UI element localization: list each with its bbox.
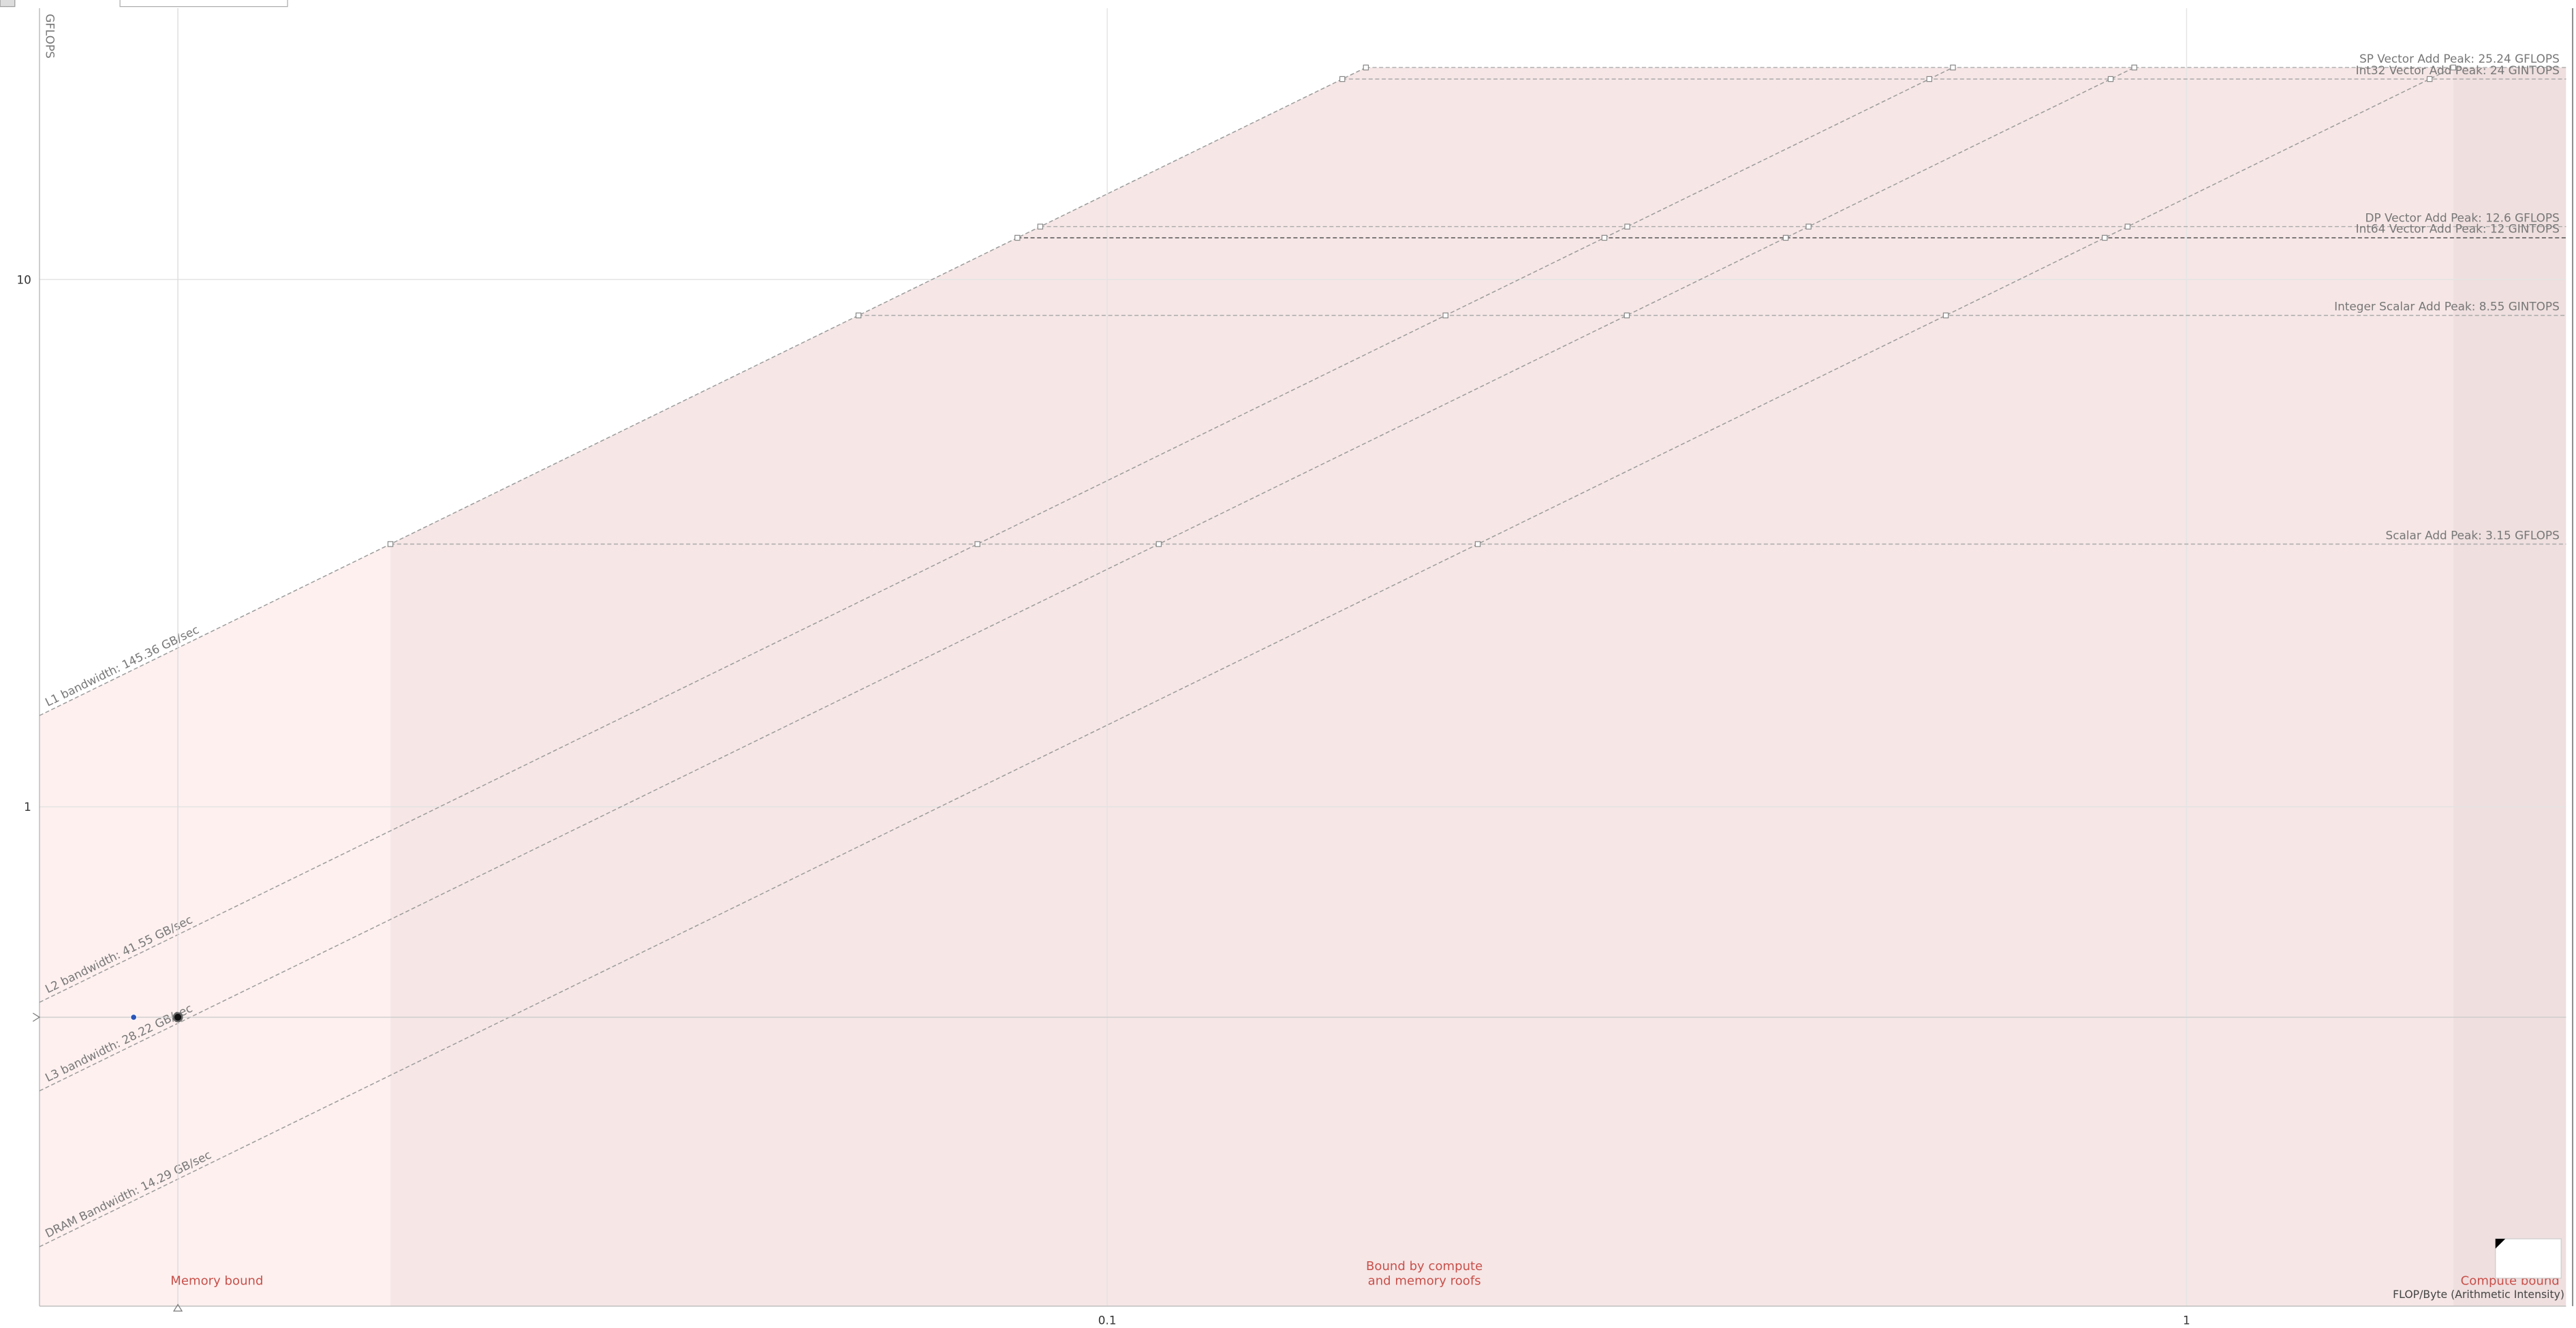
roof-intersection — [1926, 76, 1933, 82]
compute-bound-region — [2453, 67, 2566, 1306]
bandwidth-roof — [39, 67, 2454, 1248]
x-axis-label: FLOP/Byte (Arithmetic Intensity) — [2393, 1288, 2564, 1301]
data-point[interactable] — [130, 1014, 137, 1021]
crosshair-y-marker — [32, 1013, 41, 1022]
minimap[interactable] — [2495, 1238, 2562, 1279]
region-label: Bound by compute — [1366, 1259, 1483, 1273]
roof-intersection — [2124, 223, 2131, 230]
toolbar-button[interactable] — [0, 0, 16, 7]
roof-intersection — [855, 312, 862, 319]
bandwidth-roof — [39, 67, 1367, 716]
roof-intersection — [1339, 76, 1346, 82]
toolbar-field[interactable] — [119, 0, 288, 7]
roof-intersection — [1014, 234, 1021, 241]
compute-roof-label: Int64 Vector Add Peak: 12 GINTOPS — [2356, 222, 2560, 236]
compute-roof-label: Int32 Vector Add Peak: 24 GINTOPS — [2356, 63, 2560, 77]
compute-roof-label: Integer Scalar Add Peak: 8.55 GINTOPS — [2334, 300, 2560, 313]
minimap-corner — [2495, 1239, 2506, 1249]
x-tick-label: 1 — [2183, 1313, 2190, 1327]
roof-intersection — [387, 541, 394, 547]
roof-intersection — [2131, 64, 2137, 71]
roof-intersection — [2450, 64, 2457, 71]
roof-intersection — [1442, 312, 1448, 319]
compute-roof-label: SP Vector Add Peak: 25.24 GFLOPS — [2359, 52, 2560, 65]
y-axis-label: GFLOPS — [43, 14, 57, 59]
region-label: and memory roofs — [1368, 1274, 1481, 1288]
crosshair-x-marker — [172, 1303, 183, 1312]
bandwidth-roof — [39, 67, 1953, 1003]
y-tick-label: 10 — [16, 273, 31, 286]
y-tick-label: 1 — [24, 800, 31, 814]
roof-intersection — [1942, 312, 1949, 319]
region-label: Memory bound — [170, 1274, 263, 1288]
roof-intersection — [1601, 234, 1608, 241]
roof-intersection — [1782, 234, 1789, 241]
roof-intersection — [2107, 76, 2114, 82]
roof-intersection — [1474, 541, 1481, 547]
data-point[interactable] — [172, 1012, 183, 1023]
roof-intersection — [1805, 223, 1812, 230]
roof-intersection — [1624, 312, 1630, 319]
roof-intersection — [1950, 64, 1956, 71]
roof-intersection — [974, 541, 980, 547]
x-tick-label: 0.1 — [1098, 1313, 1117, 1327]
roof-intersection — [1037, 223, 1044, 230]
roof-intersection — [1624, 223, 1630, 230]
roof-intersection — [1363, 64, 1369, 71]
compute-roof-label: DP Vector Add Peak: 12.6 GFLOPS — [2365, 211, 2560, 224]
compute-roof-label: Scalar Add Peak: 3.15 GFLOPS — [2386, 528, 2560, 542]
bandwidth-roof — [39, 67, 2135, 1092]
roof-intersection — [1155, 541, 1162, 547]
roof-intersection — [2102, 234, 2108, 241]
roof-intersection — [2426, 76, 2433, 82]
